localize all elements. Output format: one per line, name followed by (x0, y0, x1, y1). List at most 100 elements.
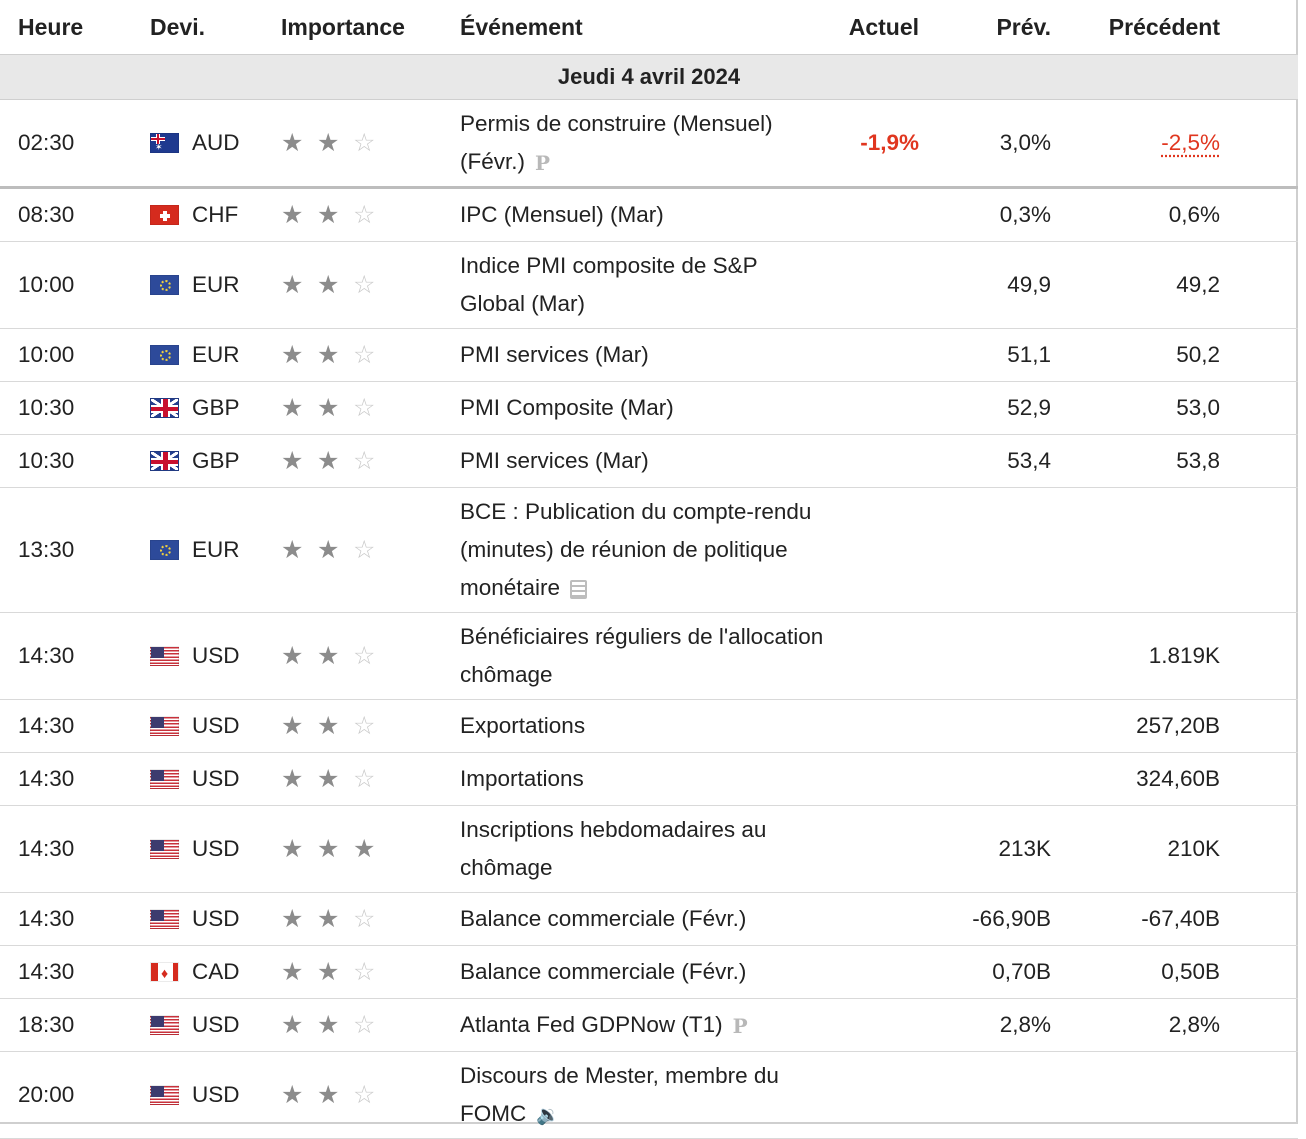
currency-code: AUD (192, 130, 240, 155)
event-title[interactable]: Bénéficiaires réguliers de l'allocation … (460, 624, 824, 687)
event-actual (835, 1051, 919, 1139)
event-name[interactable]: Balance commerciale (Févr.) (460, 945, 835, 999)
event-actual (835, 187, 919, 242)
event-name[interactable]: Inscriptions hebdomadaires au chômage (460, 805, 835, 893)
header-previous[interactable]: Précédent (1051, 0, 1220, 55)
header-actual[interactable]: Actuel (835, 0, 919, 55)
header-event[interactable]: Événement (460, 0, 835, 55)
event-row[interactable]: 02:30 AUD ★ ★ ☆ Permis de construire (Mensuel… (0, 99, 1298, 189)
event-title[interactable]: Atlanta Fed GDPNow (T1) (460, 1012, 723, 1037)
event-title[interactable]: Balance commerciale (Févr.) (460, 959, 747, 984)
row-spacer (1220, 381, 1298, 435)
event-row[interactable]: 10:30 GBP ★ ★ ☆ PMI services (Mar) 53,4 53,8 (0, 434, 1298, 488)
header-time[interactable]: Heure (0, 0, 150, 55)
event-row[interactable]: 10:30 GBP ★ ★ ☆ PMI Composite (Mar) 52,9 53,0 (0, 381, 1298, 435)
currency-cell: GBP (150, 389, 281, 427)
currency-code: USD (192, 1082, 240, 1107)
event-currency: USD (150, 805, 281, 893)
star-icon: ☆ (353, 199, 376, 229)
event-name[interactable]: BCE : Publication du compte-rendu (minut… (460, 487, 835, 613)
event-currency: USD (150, 892, 281, 946)
event-title[interactable]: Balance commerciale (Févr.) (460, 906, 747, 931)
event-title[interactable]: PMI Composite (Mar) (460, 395, 674, 420)
event-name[interactable]: Permis de construire (Mensuel) (Févr.) P (460, 99, 835, 189)
event-name[interactable]: PMI services (Mar) (460, 328, 835, 382)
event-actual (835, 434, 919, 488)
event-row[interactable]: 08:30 CHF ★ ★ ☆ IPC (Mensuel) (Mar) 0,3% 0,6% (0, 187, 1298, 242)
event-title[interactable]: BCE : Publication du compte-rendu (minut… (460, 499, 812, 600)
event-title[interactable]: Discours de Mester, membre du FOMC (460, 1063, 779, 1126)
event-actual: -1,9% (835, 99, 919, 189)
star-icon: ★ (317, 833, 340, 863)
event-title[interactable]: Permis de construire (Mensuel) (Févr.) (460, 111, 773, 174)
event-name[interactable]: Importations (460, 752, 835, 806)
row-spacer (1220, 241, 1298, 329)
event-row[interactable]: 14:30 USD ★ ★ ☆ Exportations 257,20B (0, 699, 1298, 753)
event-row[interactable]: 18:30 USD ★ ★ ☆ Atlanta Fed GDPNow (T1) P 2,8% 2… (0, 998, 1298, 1052)
star-icon: ★ (281, 269, 304, 299)
event-currency: CAD (150, 945, 281, 999)
event-row[interactable]: 14:30 USD ★ ★ ☆ Bénéficiaires réguliers de l'… (0, 612, 1298, 700)
star-icon: ☆ (353, 1079, 376, 1109)
event-previous: -2,5% (1051, 99, 1220, 189)
event-title[interactable]: Inscriptions hebdomadaires au chômage (460, 817, 767, 880)
event-name[interactable]: PMI Composite (Mar) (460, 381, 835, 435)
event-time: 14:30 (0, 699, 150, 753)
row-spacer (1220, 945, 1298, 999)
ca-flag-icon (150, 962, 179, 982)
event-title[interactable]: Exportations (460, 713, 586, 738)
event-row[interactable]: 14:30 CAD ★ ★ ☆ Balance commerciale (Févr.) 0,… (0, 945, 1298, 999)
event-row[interactable]: 14:30 USD ★ ★ ☆ Balance commerciale (Févr.) -6… (0, 892, 1298, 946)
previous-value: 49,2 (1176, 272, 1220, 297)
event-row[interactable]: 10:00 EUR ★ ★ ☆ PMI services (Mar) 51,1 50,2 (0, 328, 1298, 382)
event-title[interactable]: PMI services (Mar) (460, 342, 649, 367)
event-title[interactable]: Indice PMI composite de S&P Global (Mar) (460, 253, 758, 316)
event-name[interactable]: Balance commerciale (Févr.) (460, 892, 835, 946)
event-row[interactable]: 13:30 EUR ★ ★ ☆ BCE : Publication du compte-r… (0, 487, 1298, 613)
event-time: 10:00 (0, 328, 150, 382)
event-row[interactable]: 10:00 EUR ★ ★ ☆ Indice PMI composite de S&P G… (0, 241, 1298, 329)
event-name[interactable]: Bénéficiaires réguliers de l'allocation … (460, 612, 835, 700)
event-row[interactable]: 20:00 USD ★ ★ ☆ Discours de Mester, membre du… (0, 1051, 1298, 1139)
event-actual (835, 892, 919, 946)
event-importance: ★ ★ ☆ (281, 945, 460, 999)
event-row[interactable]: 14:30 USD ★ ★ ☆ Importations 324,60B (0, 752, 1298, 806)
row-spacer (1220, 328, 1298, 382)
currency-code: EUR (192, 272, 240, 297)
event-time: 10:30 (0, 381, 150, 435)
speaker-icon[interactable]: 🔉 (536, 1104, 560, 1127)
event-previous: 2,8% (1051, 998, 1220, 1052)
document-icon[interactable] (570, 579, 588, 599)
p-icon[interactable]: P (732, 1014, 748, 1039)
star-icon: ★ (317, 534, 340, 564)
currency-cell: USD (150, 830, 281, 868)
previous-value: -67,40B (1141, 906, 1220, 931)
header-importance[interactable]: Importance (281, 0, 460, 55)
previous-value[interactable]: -2,5% (1161, 130, 1220, 155)
p-icon[interactable]: P (535, 151, 551, 176)
previous-value: 53,8 (1176, 448, 1220, 473)
header-forecast[interactable]: Prév. (919, 0, 1051, 55)
previous-value: 0,6% (1168, 202, 1220, 227)
event-name[interactable]: IPC (Mensuel) (Mar) (460, 187, 835, 242)
event-importance: ★ ★ ☆ (281, 187, 460, 242)
event-name[interactable]: PMI services (Mar) (460, 434, 835, 488)
event-forecast (919, 752, 1051, 806)
event-row[interactable]: 14:30 USD ★ ★ ★ Inscriptions hebdomadaires au… (0, 805, 1298, 893)
event-forecast: 0,70B (919, 945, 1051, 999)
event-importance: ★ ★ ☆ (281, 434, 460, 488)
event-name[interactable]: Exportations (460, 699, 835, 753)
event-previous: 210K (1051, 805, 1220, 893)
event-name[interactable]: Discours de Mester, membre du FOMC 🔉 (460, 1051, 835, 1139)
event-name[interactable]: Indice PMI composite de S&P Global (Mar) (460, 241, 835, 329)
header-currency[interactable]: Devi. (150, 0, 281, 55)
event-title[interactable]: PMI services (Mar) (460, 448, 649, 473)
event-previous: 257,20B (1051, 699, 1220, 753)
event-title[interactable]: Importations (460, 766, 584, 791)
gb-flag-icon (150, 398, 179, 418)
event-forecast (919, 487, 1051, 613)
event-name[interactable]: Atlanta Fed GDPNow (T1) P (460, 998, 835, 1052)
event-title[interactable]: IPC (Mensuel) (Mar) (460, 202, 664, 227)
event-actual (835, 612, 919, 700)
star-icon: ☆ (353, 534, 376, 564)
